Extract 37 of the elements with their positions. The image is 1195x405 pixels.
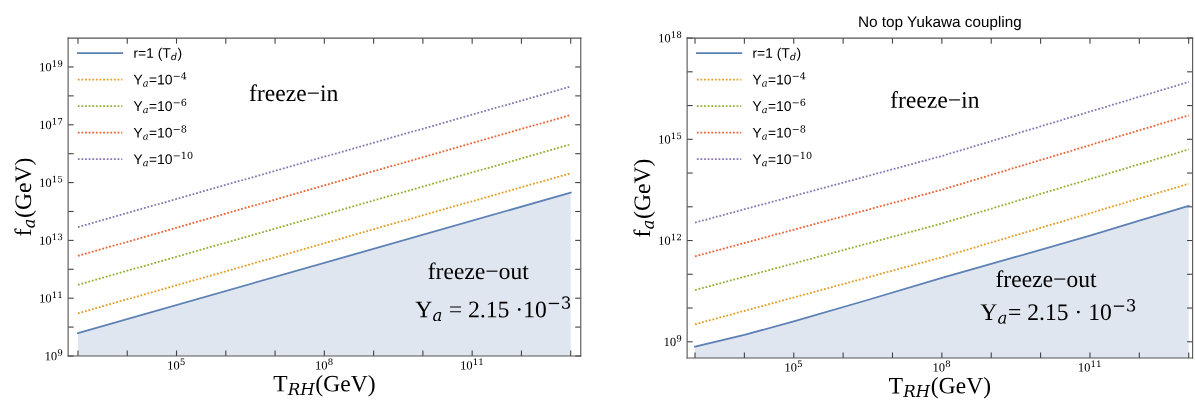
y-tick-label: 10$^{12}$ xyxy=(659,233,682,245)
y-tick-label: 10$^{9}$ xyxy=(664,334,682,347)
y-tick-label: 10$^{13}$ xyxy=(40,233,63,245)
x-tick-label: 10$^{11}$ xyxy=(1079,360,1101,372)
y-tick-label: 10$^{15}$ xyxy=(40,175,63,187)
y-axis-title: f$_{a}$(GeV) xyxy=(633,159,656,237)
annotation: freeze−in xyxy=(249,84,338,102)
annotation: freeze−out xyxy=(428,262,529,280)
y-tick-label: 10$^{19}$ xyxy=(40,60,63,72)
legend-label: Y$_{a}$=10$^{−8}$ xyxy=(752,125,806,140)
y-tick-label: 10$^{18}$ xyxy=(659,31,682,43)
x-tick-label: 10$^{5}$ xyxy=(168,358,185,370)
y-tick-label: 10$^{9}$ xyxy=(45,349,63,361)
x-tick-label: 10$^{5}$ xyxy=(785,360,802,372)
legend-label: Y$_{a}$=10$^{−10}$ xyxy=(752,151,812,167)
legend-label: r=1 (T$_{d}$) xyxy=(134,47,182,61)
y-tick-label: 10$^{17}$ xyxy=(40,117,63,130)
legend-label: Y$_{a}$=10$^{−6}$ xyxy=(752,98,806,114)
x-axis-title: T$_{RH}$(GeV) xyxy=(273,374,375,397)
legend-label: Y$_{a}$=10$^{−4}$ xyxy=(752,72,806,87)
legend-label: Y$_{a}$=10$^{−8}$ xyxy=(133,125,187,140)
annotation: Y$_{a}$ = 2.15 ·10$^{−3}$ xyxy=(415,296,571,322)
y-axis-title: f$_{a}$(GeV) xyxy=(14,158,37,236)
legend-label: Y$_{a}$=10$^{−6}$ xyxy=(133,98,187,114)
x-tick-label: 10$^{8}$ xyxy=(933,360,951,372)
legend-label: r=1 (T$_{d}$) xyxy=(753,47,801,61)
x-tick-label: 10$^{11}$ xyxy=(461,358,483,370)
legend-label: Y$_{a}$=10$^{−4}$ xyxy=(133,72,187,87)
y-tick-label: 10$^{11}$ xyxy=(40,291,62,303)
annotation: Y$_{a}$= 2.15 · 10$^{−3}$ xyxy=(980,299,1136,324)
annotation: freeze−out xyxy=(996,270,1097,288)
x-tick-label: 10$^{8}$ xyxy=(316,358,333,370)
y-tick-label: 10$^{15}$ xyxy=(659,132,682,144)
chart-title: No top Yukawa coupling xyxy=(859,15,1021,31)
legend-label: Y$_{a}$=10$^{−10}$ xyxy=(133,151,193,167)
annotation: freeze−in xyxy=(890,91,980,108)
x-axis-title: T$_{RH}$(GeV) xyxy=(889,376,991,399)
